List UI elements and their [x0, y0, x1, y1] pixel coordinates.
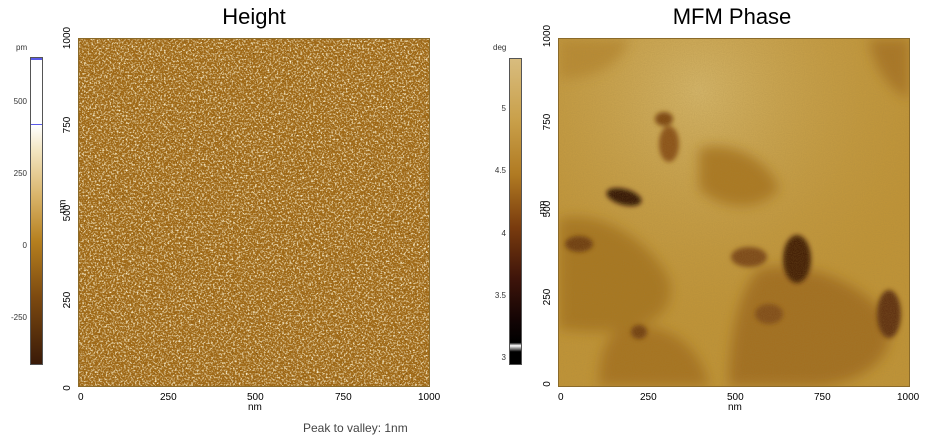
height-colorbar — [30, 57, 43, 365]
phase-colorbar-tick: 4 — [501, 229, 506, 238]
phase-x-axis-label: nm — [728, 402, 742, 413]
height-y-tick: 250 — [62, 291, 73, 309]
phase-x-tick: 750 — [814, 392, 831, 403]
height-colorbar-tick: 500 — [13, 97, 27, 106]
phase-colorbar-unit: deg — [493, 43, 507, 52]
phase-x-tick: 0 — [558, 392, 564, 403]
height-colorbar-tick: 0 — [22, 241, 27, 250]
height-map-image — [78, 38, 430, 387]
height-colorbar-unit: pm — [16, 43, 28, 52]
height-y-tick: 750 — [62, 116, 73, 134]
phase-y-tick: 750 — [542, 113, 553, 131]
height-colorbar-tick: -250 — [10, 313, 27, 322]
phase-panel-title: MFM Phase — [672, 4, 792, 29]
height-x-axis-label: nm — [248, 402, 262, 413]
phase-y-axis-label: nm — [537, 200, 549, 215]
phase-map-image — [558, 38, 910, 387]
height-y-axis-label: nm — [57, 199, 69, 214]
height-x-tick: 500 — [247, 392, 264, 403]
height-x-tick: 250 — [160, 392, 177, 403]
phase-x-tick: 250 — [640, 392, 657, 403]
height-colorbar-marker — [31, 124, 42, 125]
height-y-tick: 0 — [62, 385, 73, 391]
phase-colorbar-tick: 3 — [501, 353, 506, 362]
height-x-tick: 1000 — [418, 392, 441, 403]
height-map-texture — [79, 39, 429, 386]
height-x-tick: 0 — [78, 392, 84, 403]
phase-map-texture — [559, 39, 909, 386]
height-panel-title: Height — [222, 4, 286, 29]
phase-colorbar-tick: 4.5 — [494, 166, 506, 175]
phase-y-tick: 1000 — [542, 24, 553, 48]
phase-colorbar-tick: 5 — [501, 104, 506, 113]
height-colorbar-tick: 250 — [13, 169, 27, 178]
phase-x-tick: 500 — [727, 392, 744, 403]
phase-y-tick: 0 — [542, 381, 553, 387]
phase-colorbar — [509, 58, 522, 365]
peak-to-valley-text: Peak to valley: 1nm — [303, 421, 408, 435]
height-x-tick: 750 — [335, 392, 352, 403]
height-colorbar-max-marker — [31, 58, 42, 60]
height-y-tick: 1000 — [62, 26, 73, 50]
phase-colorbar-tick: 3.5 — [494, 291, 506, 300]
phase-y-tick: 250 — [542, 288, 553, 306]
phase-x-tick: 1000 — [897, 392, 920, 403]
